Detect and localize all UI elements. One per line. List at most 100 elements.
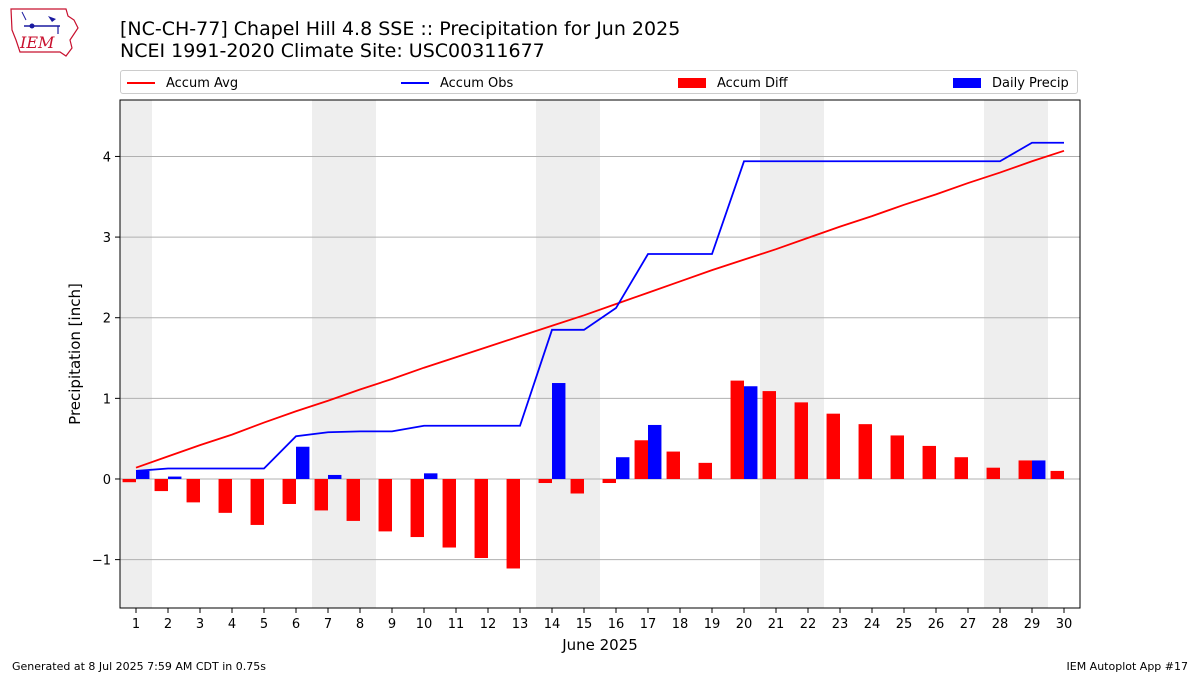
legend-item-accum-diff: Accum Diff xyxy=(678,71,788,95)
x-tick-label: 2 xyxy=(164,617,172,632)
bar-accum-diff xyxy=(570,478,584,494)
y-tick-label: 4 xyxy=(103,150,111,165)
bar-daily-precip xyxy=(328,474,342,479)
x-tick-label: 15 xyxy=(576,617,593,632)
x-tick-label: 6 xyxy=(292,617,300,632)
bar-accum-diff xyxy=(730,380,744,479)
bar-accum-diff xyxy=(858,424,872,479)
bar-daily-precip xyxy=(136,470,150,479)
plot-frame xyxy=(119,99,1081,609)
bar-accum-diff xyxy=(762,391,776,479)
bar-accum-diff xyxy=(538,478,552,484)
bar-accum-diff xyxy=(954,457,968,479)
bar-accum-diff xyxy=(122,478,136,483)
legend-item-accum-obs: Accum Obs xyxy=(401,71,513,95)
line-accum-avg xyxy=(135,149,1065,469)
logo-text: IEM xyxy=(19,33,55,52)
x-tick-label: 7 xyxy=(324,617,332,632)
legend-swatch-accum-obs xyxy=(401,82,429,84)
x-tick-label: 8 xyxy=(356,617,364,632)
weekend-shading xyxy=(536,100,600,608)
weekend-shading xyxy=(760,100,824,608)
x-tick-label: 12 xyxy=(480,617,497,632)
x-tick-label: 24 xyxy=(864,617,881,632)
bar-accum-diff xyxy=(250,478,264,525)
x-tick-label: 28 xyxy=(992,617,1009,632)
x-tick-label: 30 xyxy=(1056,617,1073,632)
bar-daily-precip xyxy=(552,383,566,479)
x-tick-label: 26 xyxy=(928,617,945,632)
bar-daily-precip xyxy=(648,424,662,479)
chart-title: [NC-CH-77] Chapel Hill 4.8 SSE :: Precip… xyxy=(120,18,681,40)
y-axis-label: Precipitation [inch] xyxy=(66,283,84,425)
bar-accum-diff xyxy=(634,440,648,479)
x-tick-label: 11 xyxy=(448,617,465,632)
x-tick-label: 13 xyxy=(512,617,529,632)
bar-accum-diff xyxy=(986,467,1000,479)
legend: Accum Avg Accum Obs Accum Diff Daily Pre… xyxy=(120,70,1078,94)
line-accum-obs xyxy=(135,141,1064,472)
x-tick-label: 22 xyxy=(800,617,817,632)
bar-accum-diff xyxy=(410,478,424,538)
x-tick-label: 20 xyxy=(736,617,753,632)
x-tick-label: 9 xyxy=(388,617,396,632)
x-tick-label: 1 xyxy=(132,617,140,632)
x-tick-label: 10 xyxy=(416,617,433,632)
bar-accum-diff xyxy=(826,413,840,479)
x-tick-label: 17 xyxy=(640,617,657,632)
bar-accum-diff xyxy=(474,478,488,559)
bar-accum-diff xyxy=(154,478,168,492)
bar-accum-diff xyxy=(1050,470,1064,479)
weekend-shading xyxy=(120,100,152,608)
x-tick-label: 27 xyxy=(960,617,977,632)
y-tick-label: 2 xyxy=(103,312,111,327)
bar-accum-diff xyxy=(186,478,200,503)
iem-logo-icon: IEM xyxy=(10,8,79,57)
legend-swatch-daily-precip xyxy=(953,78,981,88)
legend-swatch-accum-avg xyxy=(127,82,155,84)
y-tick-label: 1 xyxy=(103,392,111,407)
bar-accum-diff xyxy=(378,478,392,532)
bar-daily-precip xyxy=(1032,460,1046,479)
x-axis-label: June 2025 xyxy=(561,636,638,654)
legend-item-accum-avg: Accum Avg xyxy=(127,71,238,95)
y-tick-label: 3 xyxy=(103,231,111,246)
bar-accum-diff xyxy=(794,402,808,479)
weekend-shading xyxy=(312,100,376,608)
footer-generated: Generated at 8 Jul 2025 7:59 AM CDT in 0… xyxy=(12,660,266,673)
legend-swatch-accum-diff xyxy=(678,78,706,88)
bar-accum-diff xyxy=(506,478,520,569)
x-tick-label: 21 xyxy=(768,617,785,632)
bar-daily-precip xyxy=(296,446,310,479)
x-tick-label: 29 xyxy=(1024,617,1041,632)
bar-accum-diff xyxy=(698,462,712,479)
weekend-shading xyxy=(984,100,1048,608)
x-tick-label: 5 xyxy=(260,617,268,632)
x-tick-label: 19 xyxy=(704,617,721,632)
x-tick-label: 25 xyxy=(896,617,913,632)
x-tick-label: 3 xyxy=(196,617,204,632)
bar-daily-precip xyxy=(744,386,758,479)
bar-daily-precip xyxy=(616,457,630,479)
x-tick-label: 16 xyxy=(608,617,625,632)
bar-accum-diff xyxy=(1018,460,1032,479)
bar-accum-diff xyxy=(442,478,456,548)
bar-accum-diff xyxy=(922,445,936,479)
chart-subtitle: NCEI 1991-2020 Climate Site: USC00311677 xyxy=(120,40,545,62)
bar-accum-diff xyxy=(282,478,296,504)
y-tick-label: −1 xyxy=(92,554,111,569)
bar-accum-diff xyxy=(602,478,616,484)
x-tick-label: 18 xyxy=(672,617,689,632)
legend-label: Accum Avg xyxy=(166,75,239,91)
bar-accum-diff xyxy=(314,478,328,511)
bar-daily-precip xyxy=(168,476,182,479)
legend-item-daily-precip: Daily Precip xyxy=(953,71,1069,95)
x-tick-label: 23 xyxy=(832,617,849,632)
bar-accum-diff xyxy=(890,435,904,479)
bar-daily-precip xyxy=(424,473,438,479)
x-tick-label: 14 xyxy=(544,617,561,632)
footer-app: IEM Autoplot App #17 xyxy=(1066,660,1189,673)
y-tick-label: 0 xyxy=(103,473,111,488)
legend-label: Accum Diff xyxy=(717,75,788,91)
